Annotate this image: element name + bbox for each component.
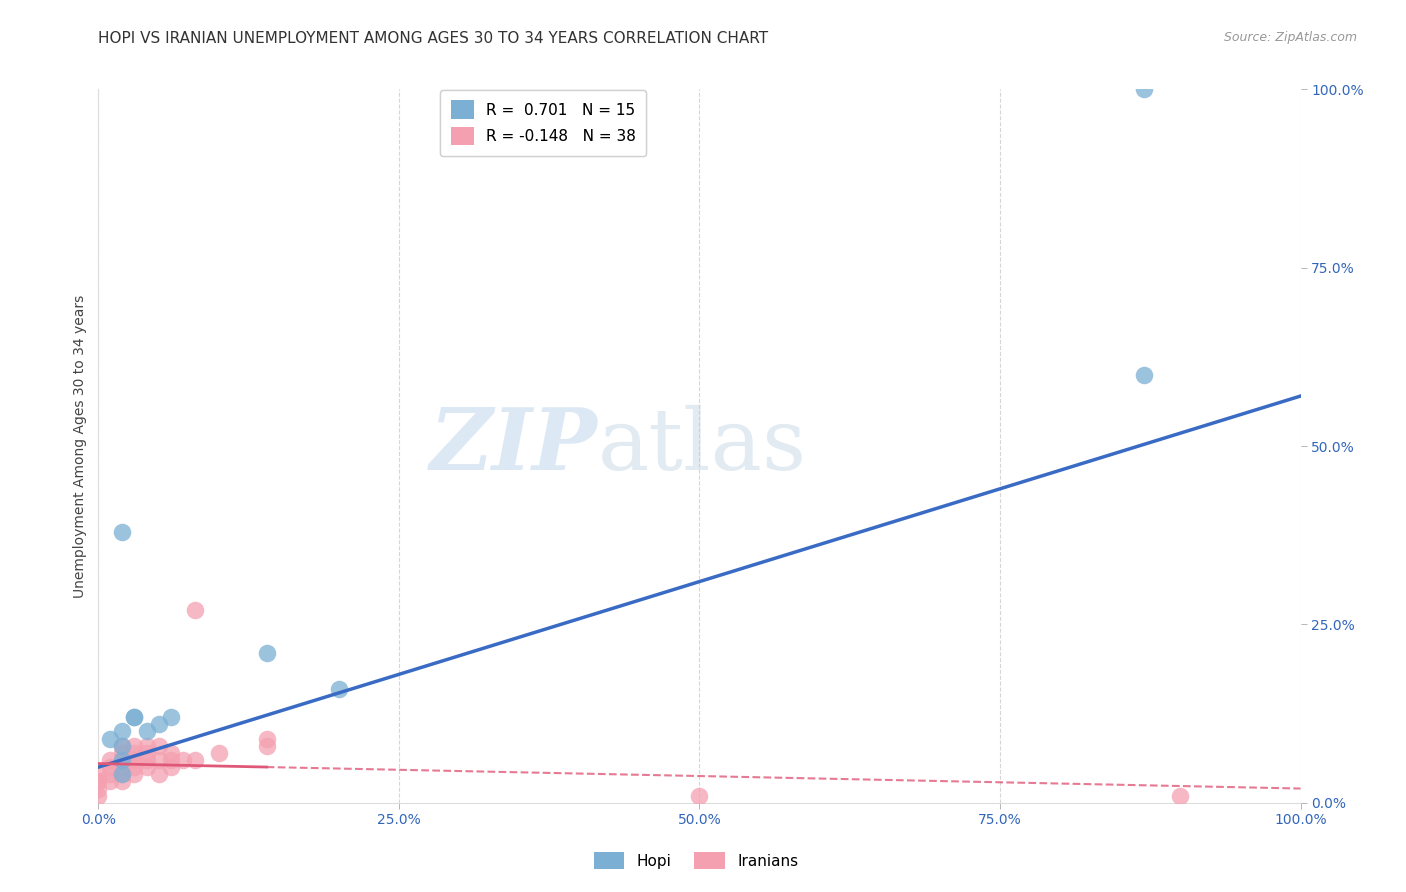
Point	[135, 760, 157, 774]
Point	[1133, 82, 1156, 96]
Point	[124, 767, 146, 781]
Point	[111, 774, 134, 789]
Point	[256, 731, 278, 746]
Point	[100, 760, 122, 774]
Text: ZIP: ZIP	[429, 404, 598, 488]
Point	[87, 767, 110, 781]
Point	[111, 739, 134, 753]
Point	[1170, 789, 1192, 803]
Point	[111, 767, 134, 781]
Point	[87, 789, 110, 803]
Point	[100, 753, 122, 767]
Point	[183, 603, 205, 617]
Point	[1133, 368, 1156, 382]
Point	[111, 746, 134, 760]
Point	[148, 739, 170, 753]
Point	[159, 760, 181, 774]
Point	[111, 760, 134, 774]
Point	[111, 724, 134, 739]
Point	[111, 753, 134, 767]
Point	[256, 739, 278, 753]
Point	[135, 746, 157, 760]
Point	[124, 746, 146, 760]
Point	[256, 646, 278, 660]
Y-axis label: Unemployment Among Ages 30 to 34 years: Unemployment Among Ages 30 to 34 years	[73, 294, 87, 598]
Point	[111, 753, 134, 767]
Point	[148, 767, 170, 781]
Point	[111, 524, 134, 539]
Legend: Hopi, Iranians: Hopi, Iranians	[588, 846, 804, 875]
Point	[100, 774, 122, 789]
Point	[148, 753, 170, 767]
Point	[124, 710, 146, 724]
Point	[111, 767, 134, 781]
Point	[100, 731, 122, 746]
Point	[100, 767, 122, 781]
Point	[183, 753, 205, 767]
Point	[328, 681, 350, 696]
Point	[87, 774, 110, 789]
Point	[124, 760, 146, 774]
Point	[135, 724, 157, 739]
Point	[172, 753, 194, 767]
Point	[87, 774, 110, 789]
Point	[208, 746, 231, 760]
Text: HOPI VS IRANIAN UNEMPLOYMENT AMONG AGES 30 TO 34 YEARS CORRELATION CHART: HOPI VS IRANIAN UNEMPLOYMENT AMONG AGES …	[98, 31, 769, 46]
Point	[689, 789, 711, 803]
Point	[135, 753, 157, 767]
Point	[159, 746, 181, 760]
Point	[159, 710, 181, 724]
Point	[148, 717, 170, 731]
Point	[124, 710, 146, 724]
Point	[124, 753, 146, 767]
Text: atlas: atlas	[598, 404, 807, 488]
Legend: R =  0.701   N = 15, R = -0.148   N = 38: R = 0.701 N = 15, R = -0.148 N = 38	[440, 90, 647, 156]
Point	[135, 739, 157, 753]
Text: Source: ZipAtlas.com: Source: ZipAtlas.com	[1223, 31, 1357, 45]
Point	[124, 739, 146, 753]
Point	[111, 739, 134, 753]
Point	[159, 753, 181, 767]
Point	[87, 781, 110, 796]
